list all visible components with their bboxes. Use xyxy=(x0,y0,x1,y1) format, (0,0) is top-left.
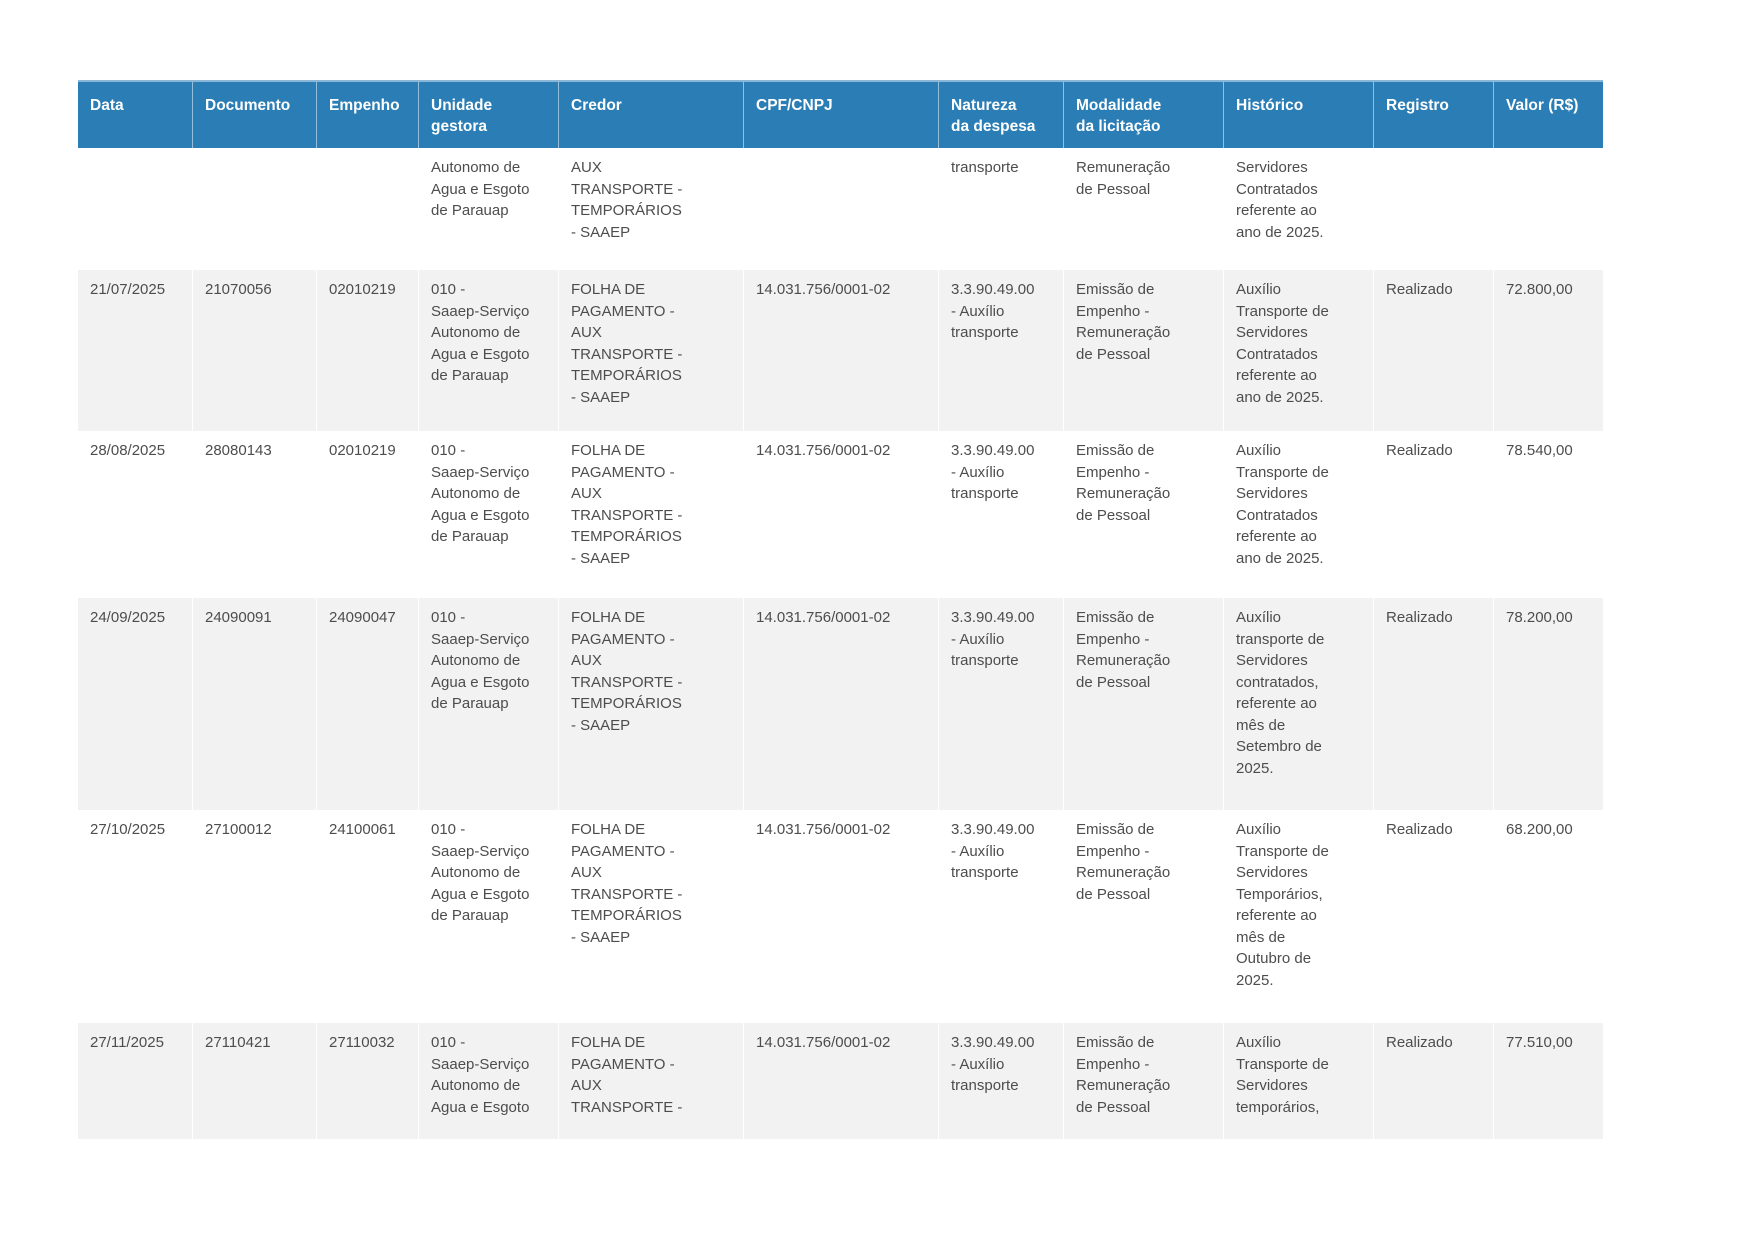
table-row: 28/08/2025 28080143 02010219 010 - Saaep-Se… xyxy=(78,431,1603,598)
cell-cpf-cnpj: 14.031.756/0001-02 xyxy=(743,1023,938,1139)
cell-cpf-cnpj: 14.031.756/0001-02 xyxy=(743,270,938,431)
cell-registro: Realizado xyxy=(1373,270,1493,431)
cell-documento: 28080143 xyxy=(192,431,316,598)
cell-documento xyxy=(192,148,316,270)
cell-registro: Realizado xyxy=(1373,810,1493,1023)
cell-modalidade-licitacao: Emissão de Empenho - Remuneração de Pess… xyxy=(1063,810,1223,1023)
cell-credor: FOLHA DE PAGAMENTO - AUX TRANSPORTE - xyxy=(558,1023,743,1139)
cell-data: 21/07/2025 xyxy=(90,281,166,298)
cell-data: 24/09/2025 xyxy=(90,609,166,626)
cell-empenho: 24090047 xyxy=(316,598,418,810)
cell-historico: Auxílio transporte de Servidores contrat… xyxy=(1223,598,1373,810)
table-header: Data Documento Empenho Unidade gestora C… xyxy=(78,80,1603,148)
cell-documento: 24090091 xyxy=(192,598,316,810)
cell-modalidade-licitacao: Emissão de Empenho - Remuneração de Pess… xyxy=(1063,598,1223,810)
cell-data xyxy=(78,148,192,270)
column-header-empenho: Empenho xyxy=(316,80,418,148)
cell-empenho: 27110032 xyxy=(316,1023,418,1139)
cell-valor: 72.800,00 xyxy=(1493,270,1603,431)
cell-data: 28/08/2025 xyxy=(90,442,166,459)
cell-credor: FOLHA DE PAGAMENTO - AUX TRANSPORTE - TE… xyxy=(558,598,743,810)
records-table: Data Documento Empenho Unidade gestora C… xyxy=(78,80,1603,1139)
table-row: 27/10/2025 27100012 24100061 010 - Saaep-Se… xyxy=(78,810,1603,1023)
column-header-data: Data xyxy=(78,80,192,148)
cell-modalidade-licitacao: Emissão de Empenho - Remuneração de Pess… xyxy=(1063,270,1223,431)
cell-historico: Auxílio Transporte de Servidores temporá… xyxy=(1223,1023,1373,1139)
cell-empenho: 24100061 xyxy=(316,810,418,1023)
table-body: Autonomo de Agua e Esgoto de Parauap AUX … xyxy=(78,148,1603,1139)
cell-natureza-despesa: 3.3.90.49.00 - Auxílio transporte xyxy=(938,810,1063,1023)
column-header-natureza-despesa: Natureza da despesa xyxy=(938,80,1063,148)
cell-credor: FOLHA DE PAGAMENTO - AUX TRANSPORTE - TE… xyxy=(558,431,743,598)
cell-unidade-gestora: 010 - Saaep-Serviço Autonomo de Agua e E… xyxy=(418,598,558,810)
cell-modalidade-licitacao: Emissão de Empenho - Remuneração de Pess… xyxy=(1063,1023,1223,1139)
cell-empenho xyxy=(316,148,418,270)
cell-valor: 78.200,00 xyxy=(1493,598,1603,810)
column-header-unidade-gestora: Unidade gestora xyxy=(418,80,558,148)
column-header-credor: Credor xyxy=(558,80,743,148)
cell-natureza-despesa: 3.3.90.49.00 - Auxílio transporte xyxy=(938,598,1063,810)
cell-empenho: 02010219 xyxy=(316,431,418,598)
cell-natureza-despesa: transporte xyxy=(938,148,1063,270)
cell-registro: Realizado xyxy=(1373,598,1493,810)
cell-cpf-cnpj: 14.031.756/0001-02 xyxy=(743,810,938,1023)
table-row: 24/09/2025 24090091 24090047 010 - Saaep-Se… xyxy=(78,598,1603,810)
cell-documento: 21070056 xyxy=(192,270,316,431)
cell-cpf-cnpj xyxy=(743,148,938,270)
cell-modalidade-licitacao: Remuneração de Pessoal xyxy=(1063,148,1223,270)
cell-historico: Auxílio Transporte de Servidores Contrat… xyxy=(1223,431,1373,598)
cell-valor: 68.200,00 xyxy=(1493,810,1603,1023)
cell-credor: FOLHA DE PAGAMENTO - AUX TRANSPORTE - TE… xyxy=(558,270,743,431)
cell-valor: 78.540,00 xyxy=(1493,431,1603,598)
cell-registro xyxy=(1373,148,1493,270)
cell-credor: FOLHA DE PAGAMENTO - AUX TRANSPORTE - TE… xyxy=(558,810,743,1023)
column-header-historico: Histórico xyxy=(1223,80,1373,148)
cell-unidade-gestora: Autonomo de Agua e Esgoto de Parauap xyxy=(418,148,558,270)
cell-unidade-gestora: 010 - Saaep-Serviço Autonomo de Agua e E… xyxy=(418,270,558,431)
table-row: Autonomo de Agua e Esgoto de Parauap AUX … xyxy=(78,148,1603,270)
column-header-documento: Documento xyxy=(192,80,316,148)
cell-natureza-despesa: 3.3.90.49.00 - Auxílio transporte xyxy=(938,270,1063,431)
cell-data: 27/11/2025 xyxy=(90,1034,164,1051)
table-row: 21/07/2025 21070056 02010219 010 - Saaep-Se… xyxy=(78,270,1603,431)
cell-natureza-despesa: 3.3.90.49.00 - Auxílio transporte xyxy=(938,431,1063,598)
cell-historico: Auxílio Transporte de Servidores Contrat… xyxy=(1223,270,1373,431)
cell-valor: 77.510,00 xyxy=(1493,1023,1603,1139)
cell-registro: Realizado xyxy=(1373,431,1493,598)
cell-registro: Realizado xyxy=(1373,1023,1493,1139)
column-header-modalidade-licitacao: Modalidade da licitação xyxy=(1063,80,1223,148)
table-header-row: Data Documento Empenho Unidade gestora C… xyxy=(78,80,1603,148)
cell-natureza-despesa: 3.3.90.49.00 - Auxílio transporte xyxy=(938,1023,1063,1139)
column-header-registro: Registro xyxy=(1373,80,1493,148)
cell-documento: 27110421 xyxy=(192,1023,316,1139)
column-header-valor: Valor (R$) xyxy=(1493,80,1603,148)
cell-unidade-gestora: 010 - Saaep-Serviço Autonomo de Agua e E… xyxy=(418,431,558,598)
cell-cpf-cnpj: 14.031.756/0001-02 xyxy=(743,598,938,810)
cell-historico: Servidores Contratados referente ao ano … xyxy=(1223,148,1373,270)
cell-historico: Auxílio Transporte de Servidores Temporá… xyxy=(1223,810,1373,1023)
cell-data: 27/10/2025 xyxy=(90,821,166,838)
table-row: 27/11/2025 27110421 27110032 010 - Saaep-Se… xyxy=(78,1023,1603,1139)
records-table-container: Data Documento Empenho Unidade gestora C… xyxy=(78,80,1603,1139)
cell-valor xyxy=(1493,148,1603,270)
cell-unidade-gestora: 010 - Saaep-Serviço Autonomo de Agua e E… xyxy=(418,1023,558,1139)
cell-documento: 27100012 xyxy=(192,810,316,1023)
cell-empenho: 02010219 xyxy=(316,270,418,431)
cell-modalidade-licitacao: Emissão de Empenho - Remuneração de Pess… xyxy=(1063,431,1223,598)
cell-credor: AUX TRANSPORTE - TEMPORÁRIOS - SAAEP xyxy=(558,148,743,270)
cell-unidade-gestora: 010 - Saaep-Serviço Autonomo de Agua e E… xyxy=(418,810,558,1023)
column-header-cpf-cnpj: CPF/CNPJ xyxy=(743,80,938,148)
cell-cpf-cnpj: 14.031.756/0001-02 xyxy=(743,431,938,598)
